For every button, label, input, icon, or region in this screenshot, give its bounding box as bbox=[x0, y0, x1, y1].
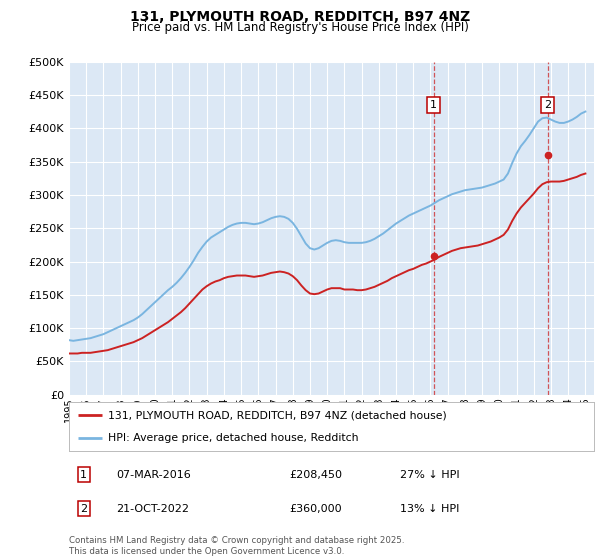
Text: £208,450: £208,450 bbox=[290, 470, 343, 480]
Text: Contains HM Land Registry data © Crown copyright and database right 2025.
This d: Contains HM Land Registry data © Crown c… bbox=[69, 536, 404, 556]
Text: 1: 1 bbox=[80, 470, 87, 480]
Text: 21-OCT-2022: 21-OCT-2022 bbox=[116, 504, 189, 514]
Text: 07-MAR-2016: 07-MAR-2016 bbox=[116, 470, 191, 480]
Text: HPI: Average price, detached house, Redditch: HPI: Average price, detached house, Redd… bbox=[109, 433, 359, 444]
Text: 27% ↓ HPI: 27% ↓ HPI bbox=[400, 470, 460, 480]
Text: 2: 2 bbox=[544, 100, 551, 110]
Text: 131, PLYMOUTH ROAD, REDDITCH, B97 4NZ (detached house): 131, PLYMOUTH ROAD, REDDITCH, B97 4NZ (d… bbox=[109, 410, 447, 421]
Text: £360,000: £360,000 bbox=[290, 504, 342, 514]
Text: 131, PLYMOUTH ROAD, REDDITCH, B97 4NZ: 131, PLYMOUTH ROAD, REDDITCH, B97 4NZ bbox=[130, 10, 470, 24]
Text: 2: 2 bbox=[80, 504, 87, 514]
Text: Price paid vs. HM Land Registry's House Price Index (HPI): Price paid vs. HM Land Registry's House … bbox=[131, 21, 469, 34]
Text: 1: 1 bbox=[430, 100, 437, 110]
Text: 13% ↓ HPI: 13% ↓ HPI bbox=[400, 504, 459, 514]
